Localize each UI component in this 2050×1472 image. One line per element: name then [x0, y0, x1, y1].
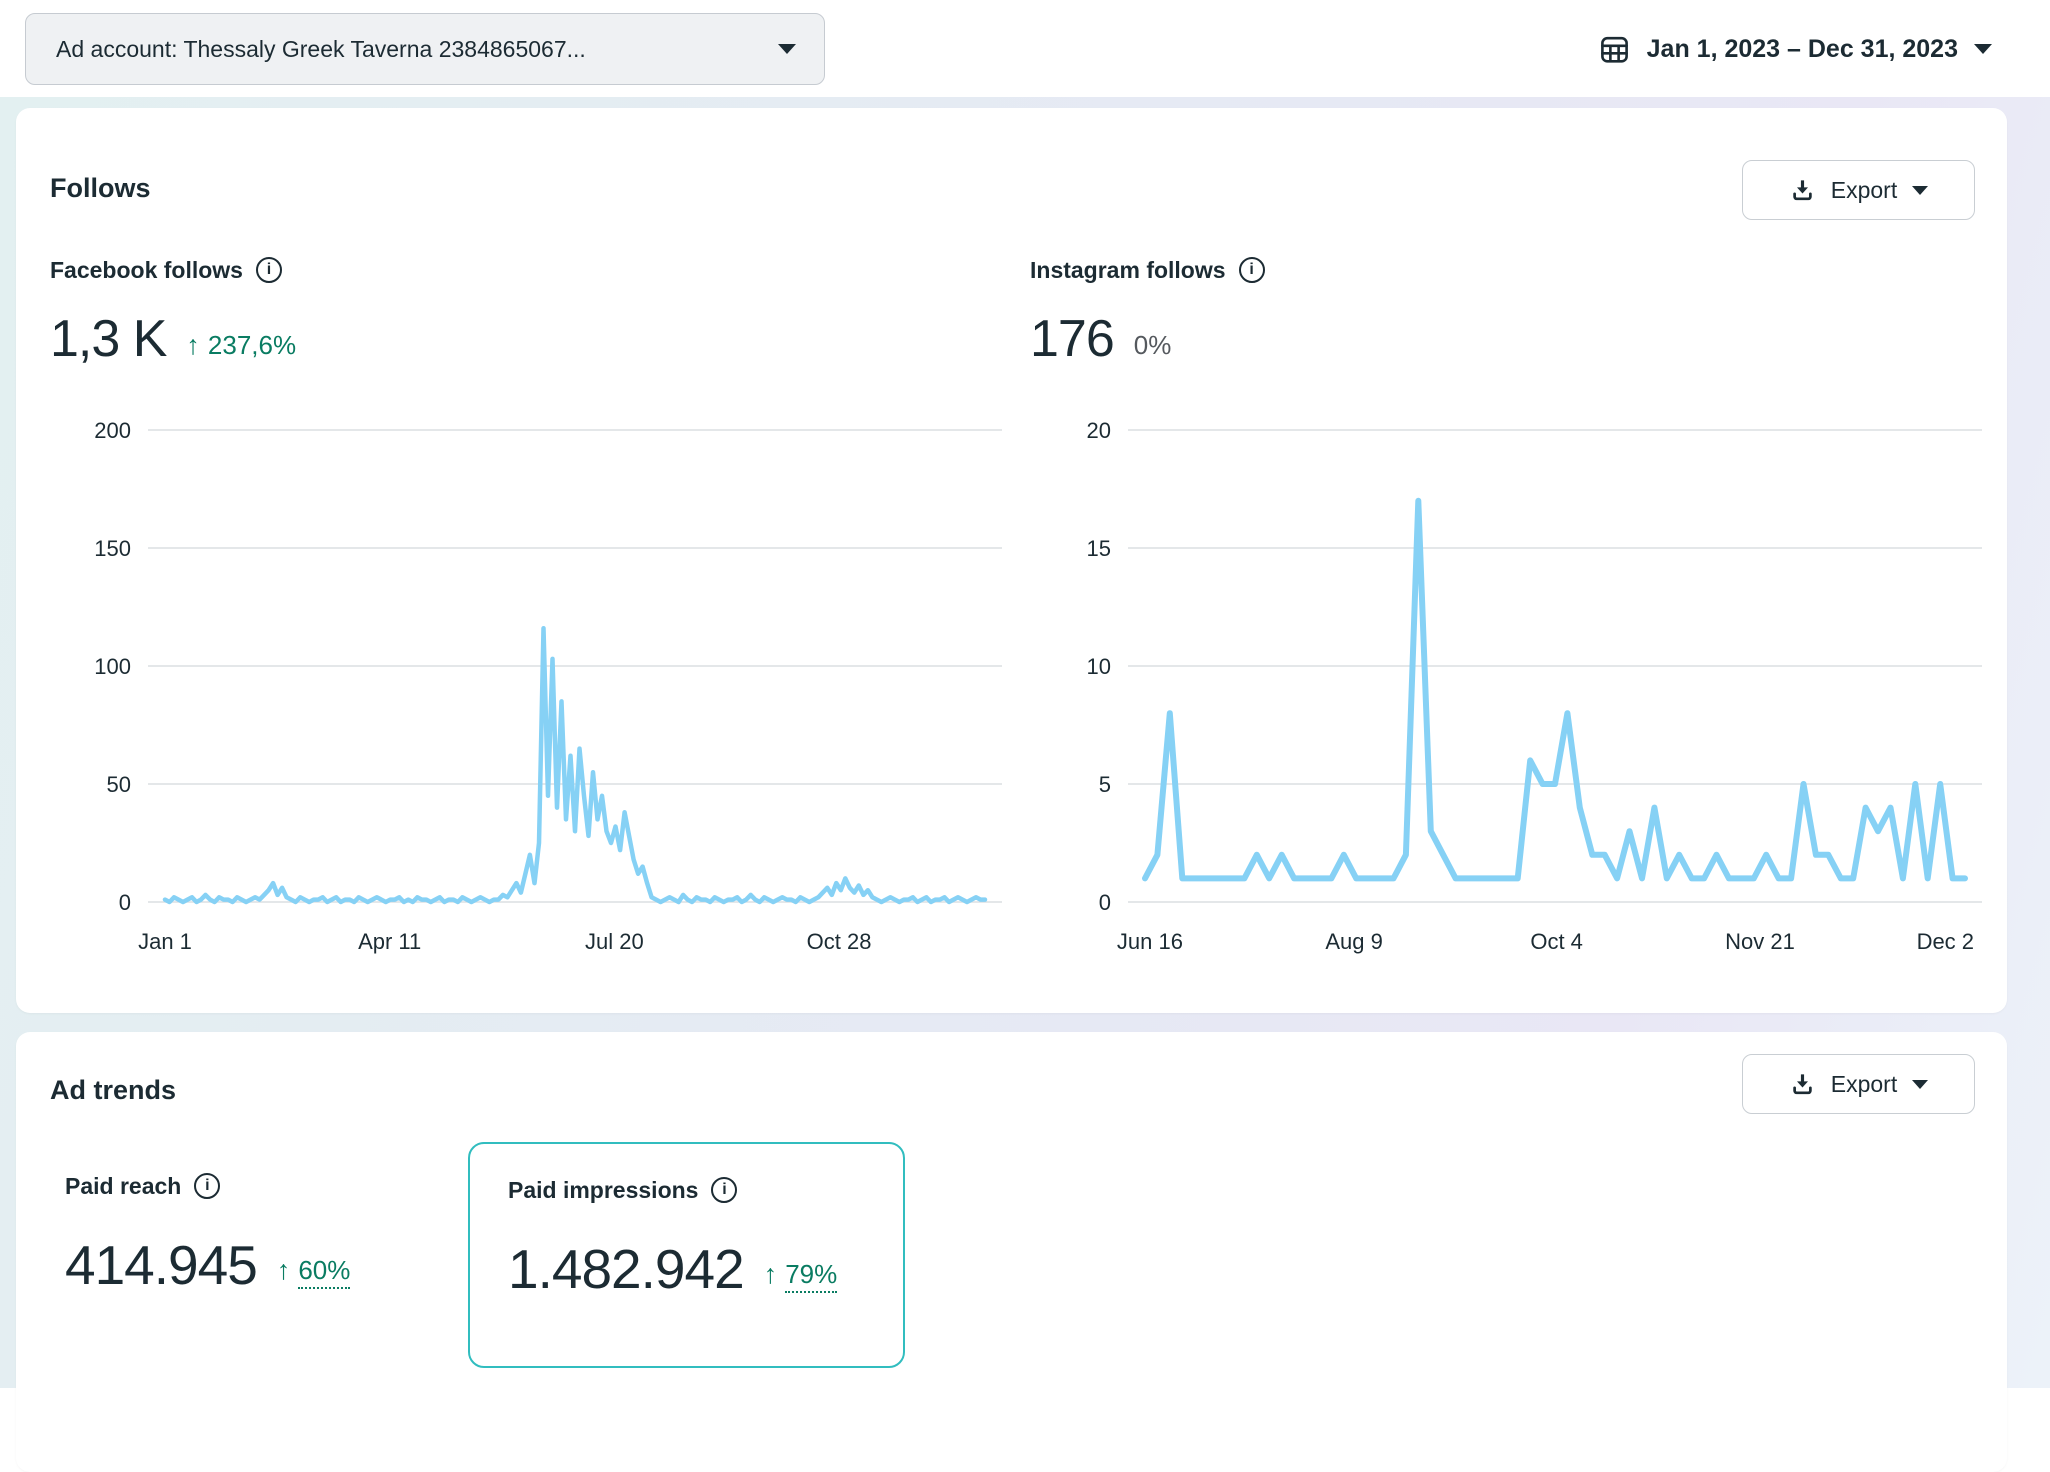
chevron-down-icon: [1912, 185, 1929, 195]
page-background: Follows Export Facebook follows i 1,3 K …: [0, 97, 2050, 1472]
instagram-follows-delta-value: 0%: [1133, 330, 1172, 360]
instagram-follows-label: Instagram follows: [1030, 257, 1226, 283]
svg-text:0: 0: [1099, 890, 1111, 915]
paid-reach-delta-value[interactable]: 60%: [298, 1255, 351, 1289]
paid-impressions-tile[interactable]: Paid impressions i 1.482.942 ↑ 79%: [468, 1142, 905, 1368]
svg-text:200: 200: [94, 418, 131, 443]
paid-impressions-metric: Paid impressions i 1.482.942 ↑ 79%: [508, 1174, 838, 1300]
svg-text:150: 150: [94, 536, 131, 561]
facebook-follows-metric: Facebook follows i 1,3 K ↑ 237,6%: [50, 254, 296, 366]
paid-reach-label: Paid reach: [65, 1173, 182, 1199]
calendar-icon: [1598, 33, 1631, 66]
paid-reach-delta: ↑ 60%: [277, 1255, 351, 1294]
svg-text:Nov 21: Nov 21: [1725, 929, 1795, 954]
svg-text:Oct 4: Oct 4: [1530, 929, 1583, 954]
date-range-picker[interactable]: Jan 1, 2023 – Dec 31, 2023: [1598, 24, 1992, 74]
svg-text:Apr 11: Apr 11: [358, 929, 421, 954]
follows-card: Follows Export Facebook follows i 1,3 K …: [16, 108, 2007, 1013]
ad-trends-export-button[interactable]: Export: [1742, 1054, 1975, 1114]
up-arrow-icon: ↑: [276, 1255, 291, 1285]
info-glyph: i: [205, 1177, 210, 1194]
chevron-down-icon: [778, 44, 796, 54]
chevron-down-icon: [1912, 1079, 1929, 1089]
ad-account-dropdown[interactable]: Ad account: Thessaly Greek Taverna 23848…: [25, 13, 825, 85]
svg-text:Aug 9: Aug 9: [1325, 929, 1383, 954]
paid-reach-value: 414.945: [65, 1234, 258, 1296]
topbar: Ad account: Thessaly Greek Taverna 23848…: [0, 0, 2050, 97]
info-icon[interactable]: i: [1238, 257, 1265, 283]
ad-trends-card: Ad trends Export Paid reach i 414.945 ↑ …: [16, 1032, 2007, 1472]
svg-text:Jan 1: Jan 1: [138, 929, 192, 954]
facebook-follows-label: Facebook follows: [50, 257, 243, 283]
info-glyph: i: [1249, 261, 1254, 278]
ad-account-label: Ad account: Thessaly Greek Taverna 23848…: [56, 35, 586, 62]
svg-text:Jul 20: Jul 20: [585, 929, 644, 954]
svg-text:100: 100: [94, 654, 131, 679]
svg-text:50: 50: [107, 772, 131, 797]
date-range-label: Jan 1, 2023 – Dec 31, 2023: [1646, 34, 1958, 63]
follows-export-button[interactable]: Export: [1742, 160, 1975, 220]
svg-text:Oct 28: Oct 28: [807, 929, 872, 954]
instagram-follows-delta: 0%: [1134, 330, 1172, 366]
paid-impressions-value: 1.482.942: [508, 1238, 745, 1300]
instagram-follows-metric: Instagram follows i 176 0%: [1030, 254, 1265, 366]
paid-reach-metric[interactable]: Paid reach i 414.945 ↑ 60%: [65, 1170, 351, 1296]
up-arrow-icon: ↑: [186, 330, 200, 360]
follows-title: Follows: [50, 173, 151, 203]
info-icon[interactable]: i: [255, 257, 282, 283]
chevron-down-icon: [1974, 44, 1992, 54]
download-icon: [1789, 177, 1816, 204]
up-arrow-icon: ↑: [763, 1259, 778, 1289]
svg-text:15: 15: [1087, 536, 1111, 561]
facebook-follows-value: 1,3 K: [50, 310, 167, 368]
export-label: Export: [1830, 1070, 1898, 1097]
instagram-follows-chart: 0 5 10 15 20 Jun 16 Aug 9 Oct 4 Nov 21 Dec 2: [1030, 416, 1990, 964]
svg-text:5: 5: [1099, 772, 1111, 797]
paid-impressions-label: Paid impressions: [508, 1177, 699, 1203]
paid-impressions-delta: ↑ 79%: [764, 1259, 838, 1298]
svg-text:0: 0: [119, 890, 131, 915]
info-icon[interactable]: i: [194, 1173, 221, 1199]
export-label: Export: [1830, 176, 1898, 203]
paid-impressions-delta-value[interactable]: 79%: [785, 1259, 838, 1293]
download-icon: [1789, 1071, 1816, 1098]
ad-trends-title: Ad trends: [50, 1075, 177, 1105]
svg-text:Jun 16: Jun 16: [1117, 929, 1183, 954]
facebook-follows-delta: ↑ 237,6%: [186, 330, 296, 366]
facebook-follows-delta-value: 237,6%: [207, 330, 297, 360]
info-glyph: i: [266, 261, 272, 278]
facebook-follows-chart: 0 50 100 150 200 Jan 1 Apr 11 Jul 20 Oct 28: [50, 416, 1010, 964]
info-icon[interactable]: i: [711, 1177, 738, 1203]
svg-text:20: 20: [1087, 418, 1111, 443]
instagram-follows-value: 176: [1030, 310, 1115, 368]
svg-text:Dec 2: Dec 2: [1917, 929, 1974, 954]
svg-text:10: 10: [1087, 654, 1111, 679]
info-glyph: i: [722, 1181, 727, 1198]
